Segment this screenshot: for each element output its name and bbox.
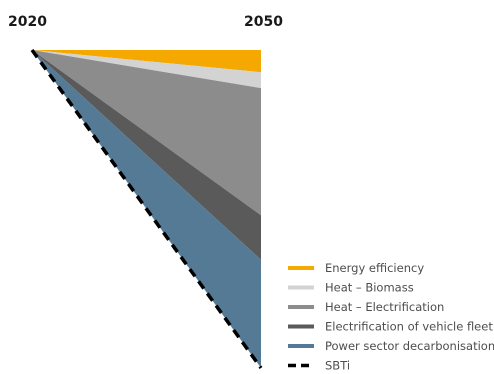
legend-label-3: Electrification of vehicle fleet: [325, 320, 493, 334]
reference-line-sbti: [30, 48, 263, 370]
x-tick-label-start: 2020: [8, 14, 47, 30]
legend-label-5: SBTi: [325, 359, 350, 373]
area-series-2: [32, 50, 261, 216]
legend: Energy efficiency Heat – Biomass Heat – El…: [288, 261, 494, 373]
legend-label-0: Energy efficiency: [325, 261, 424, 275]
reference-line-group: [30, 48, 263, 370]
legend-label-2: Heat – Electrification: [325, 300, 444, 314]
legend-label-4: Power sector decarbonisation: [325, 339, 494, 353]
legend-label-1: Heat – Biomass: [325, 281, 414, 295]
x-tick-label-end: 2050: [244, 14, 283, 30]
